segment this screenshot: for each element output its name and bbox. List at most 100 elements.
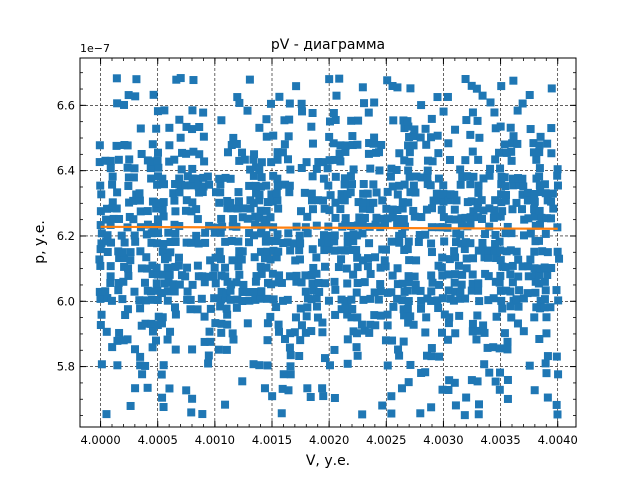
- scatter-point: [153, 180, 162, 189]
- scatter-point: [257, 173, 266, 182]
- scatter-point: [462, 116, 471, 125]
- scatter-point: [509, 181, 518, 190]
- scatter-point: [262, 263, 271, 272]
- scatter-point: [115, 214, 124, 223]
- scatter-point: [518, 205, 527, 214]
- scatter-point: [388, 81, 397, 90]
- scatter-point: [106, 220, 115, 229]
- scatter-point: [451, 401, 460, 410]
- scatter-point: [269, 131, 278, 140]
- scatter-point: [136, 352, 145, 361]
- scatter-point: [200, 278, 209, 287]
- scatter-point: [147, 319, 156, 328]
- scatter-point: [164, 278, 173, 287]
- scatter-point: [433, 93, 442, 102]
- scatter-point: [175, 222, 184, 231]
- scatter-point: [388, 182, 397, 191]
- scatter-point: [376, 214, 385, 223]
- scatter-point: [301, 328, 310, 337]
- scatter-point: [313, 313, 322, 322]
- scatter-point: [226, 198, 235, 207]
- scatter-point: [386, 172, 395, 181]
- scatter-point: [297, 321, 306, 330]
- scatter-point: [474, 400, 483, 409]
- scatter-point: [518, 99, 527, 108]
- scatter-point: [107, 238, 116, 247]
- scatter-point: [131, 92, 140, 101]
- scatter-point: [427, 239, 436, 248]
- scatter-point: [103, 231, 112, 240]
- scatter-point: [222, 304, 231, 313]
- scatter-point: [307, 196, 316, 205]
- scatter-point: [400, 156, 409, 165]
- scatter-point: [307, 327, 316, 336]
- scatter-point: [319, 158, 328, 167]
- scatter-point: [95, 158, 104, 167]
- scatter-point: [102, 215, 111, 224]
- scatter-point: [349, 165, 358, 174]
- scatter-point: [439, 107, 448, 116]
- scatter-point: [440, 310, 449, 319]
- scatter-point: [263, 336, 272, 345]
- scatter-point: [200, 157, 209, 166]
- scatter-point: [275, 92, 284, 101]
- scatter-point: [292, 277, 301, 286]
- scatter-point: [108, 343, 117, 352]
- scatter-point: [529, 148, 538, 157]
- scatter-point: [205, 221, 214, 230]
- scatter-point: [364, 149, 373, 158]
- scatter-point: [519, 294, 528, 303]
- scatter-point: [535, 172, 544, 181]
- scatter-point: [542, 313, 551, 322]
- scatter-point: [124, 181, 133, 190]
- scatter-point: [497, 180, 506, 189]
- scatter-point: [153, 156, 162, 165]
- scatter-point: [357, 320, 366, 329]
- scatter-point: [371, 321, 380, 330]
- scatter-point: [365, 239, 374, 248]
- scatter-point: [143, 264, 152, 273]
- scatter-point: [96, 207, 105, 216]
- scatter-point: [353, 140, 362, 149]
- scatter-point: [506, 302, 515, 311]
- scatter-point: [421, 328, 430, 337]
- x-axis-label: V, у.е.: [306, 453, 350, 469]
- scatter-point: [159, 180, 168, 189]
- scatter-point: [540, 295, 549, 304]
- scatter-point: [96, 261, 105, 270]
- scatter-point: [171, 345, 180, 354]
- scatter-point: [400, 180, 409, 189]
- scatter-point: [485, 171, 494, 180]
- scatter-point: [325, 75, 334, 84]
- scatter-point: [176, 133, 185, 142]
- scatter-point: [95, 287, 104, 296]
- scatter-point: [472, 84, 481, 93]
- scatter-point: [427, 133, 436, 142]
- scatter-point: [217, 319, 226, 328]
- scatter-point: [387, 237, 396, 246]
- scatter-point: [530, 205, 539, 214]
- scatter-point: [132, 75, 141, 84]
- y-axis-label: p, у.е.: [32, 220, 48, 264]
- scatter-point: [443, 92, 452, 101]
- scatter-point: [474, 326, 483, 335]
- scatter-point: [308, 139, 317, 148]
- scatter-point: [427, 271, 436, 280]
- scatter-point: [524, 262, 533, 271]
- scatter-point: [366, 320, 375, 329]
- scatter-point: [466, 213, 475, 222]
- scatter-point: [410, 272, 419, 281]
- scatter-point: [235, 98, 244, 107]
- scatter-point: [296, 336, 305, 345]
- scatter-point: [365, 139, 374, 148]
- scatter-point: [500, 140, 509, 149]
- scatter-point: [106, 278, 115, 287]
- scatter-point: [209, 271, 218, 280]
- scatter-point: [286, 246, 295, 255]
- scatter-point: [146, 164, 155, 173]
- scatter-point: [175, 115, 184, 124]
- scatter-point: [552, 352, 561, 361]
- scatter-point: [509, 76, 518, 85]
- scatter-point: [468, 108, 477, 117]
- scatter-point: [319, 174, 328, 183]
